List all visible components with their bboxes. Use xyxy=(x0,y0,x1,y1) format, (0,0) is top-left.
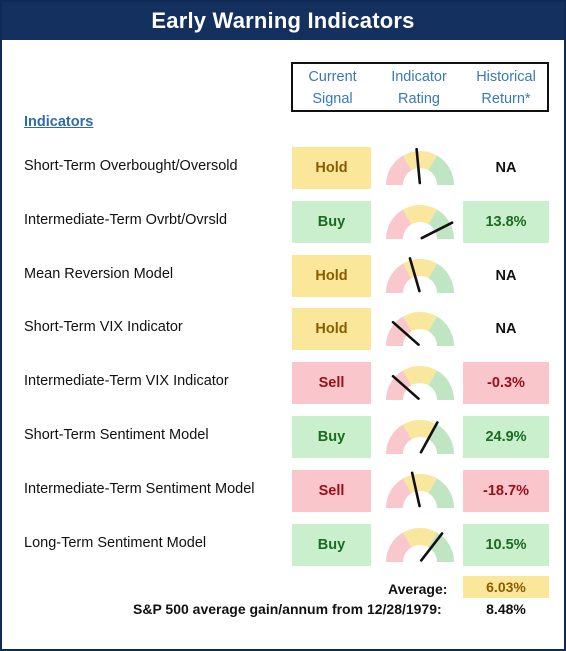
table-row: Short-Term Sentiment Model Buy 24.9% xyxy=(2,416,564,458)
indicator-name: Mean Reversion Model xyxy=(24,265,174,282)
gauge-needle xyxy=(391,375,420,401)
signal-badge: Hold xyxy=(292,254,371,297)
table-row: Short-Term Overbought/Oversold Hold NA xyxy=(2,147,564,189)
gauge-needle xyxy=(415,147,422,185)
table-row: Long-Term Sentiment Model Buy 10.5% xyxy=(2,523,564,566)
gauge-sell-zone xyxy=(386,478,412,508)
rating-gauge xyxy=(386,312,454,347)
rating-gauge xyxy=(386,527,454,562)
gauge-sell-zone xyxy=(386,424,412,454)
gauge-hold-zone xyxy=(403,366,437,386)
historical-return: 13.8% xyxy=(463,200,549,243)
gauge-buy-zone xyxy=(428,424,454,454)
historical-return: NA xyxy=(495,267,517,284)
signal-badge: Buy xyxy=(292,200,371,243)
historical-return: -18.7% xyxy=(463,469,549,512)
table-row: Short-Term VIX Indicator Hold NA xyxy=(2,308,564,351)
gauge-sell-zone xyxy=(386,532,412,562)
gauge-sell-zone xyxy=(386,370,412,401)
column-header-return: Historical Return* xyxy=(463,66,549,110)
column-header-rating: Indicator Rating xyxy=(378,66,460,110)
gauge-buy-zone xyxy=(428,532,454,562)
signal-badge: Hold xyxy=(292,308,371,351)
column-header-return-line2: Return* xyxy=(481,91,531,107)
signal-badge: Buy xyxy=(292,523,371,566)
sp500-label: S&P 500 average gain/annum from 12/28/19… xyxy=(133,601,442,617)
gauge-sell-zone xyxy=(386,209,412,239)
indicator-name: Long-Term Sentiment Model xyxy=(24,534,207,551)
signal-badge: Buy xyxy=(292,416,371,458)
gauge-needle xyxy=(420,221,454,240)
gauge-hold-zone xyxy=(403,420,437,440)
historical-return: NA xyxy=(495,160,517,176)
gauge-buy-zone xyxy=(428,155,454,185)
average-value: 6.03% xyxy=(463,576,549,598)
table-row: Intermediate-Term VIX Indicator Sell -0.3% xyxy=(2,362,564,405)
gauge-needle xyxy=(419,531,444,562)
section-label: Indicators xyxy=(24,114,94,130)
column-header-rating-line2: Rating xyxy=(398,91,440,107)
gauge-sell-zone xyxy=(386,316,412,347)
indicator-name: Intermediate-Term VIX Indicator xyxy=(24,373,229,390)
gauge-hold-zone xyxy=(403,473,437,494)
column-header-signal: Current Signal xyxy=(293,66,372,110)
table-row: Mean Reversion Model Hold NA xyxy=(2,254,564,297)
gauge-hold-zone xyxy=(403,312,437,332)
rating-gauge xyxy=(386,204,454,240)
sp500-value: 8.48% xyxy=(486,601,526,617)
gauge-hold-zone xyxy=(403,527,437,547)
signal-badge: Sell xyxy=(292,362,371,405)
page-title: Early Warning Indicators xyxy=(2,2,564,40)
average-label: Average: xyxy=(388,581,448,597)
gauge-needle xyxy=(408,256,421,292)
column-header-box xyxy=(291,62,549,112)
column-header-rating-line1: Indicator xyxy=(391,69,447,85)
gauge-hold-zone xyxy=(403,151,437,171)
historical-return: 24.9% xyxy=(463,416,549,458)
indicator-name: Intermediate-Term Sentiment Model xyxy=(24,480,255,497)
gauge-buy-zone xyxy=(428,478,454,508)
historical-return: NA xyxy=(495,321,517,338)
column-header-signal-line2: Signal xyxy=(312,91,353,107)
rating-gauge xyxy=(386,471,454,508)
gauge-hold-zone xyxy=(403,204,437,225)
indicator-name: Short-Term Sentiment Model xyxy=(24,427,209,443)
gauge-needle xyxy=(419,421,439,454)
signal-badge: Sell xyxy=(292,469,371,512)
indicator-name: Short-Term Overbought/Oversold xyxy=(24,158,238,174)
rating-gauge xyxy=(386,366,454,401)
rating-gauge xyxy=(386,256,454,293)
historical-return: 10.5% xyxy=(463,523,549,566)
gauge-needle xyxy=(410,471,421,508)
table-row: Intermediate-Term Ovrbt/Ovrsld Buy 13.8% xyxy=(2,200,564,243)
gauge-buy-zone xyxy=(428,209,454,239)
indicator-name: Intermediate-Term Ovrbt/Ovrsld xyxy=(24,211,228,228)
historical-return: -0.3% xyxy=(463,362,549,405)
rating-gauge xyxy=(386,147,454,185)
gauge-sell-zone xyxy=(386,263,412,293)
signal-badge: Hold xyxy=(292,147,371,189)
column-header-signal-line1: Current xyxy=(308,69,357,85)
table-row: Intermediate-Term Sentiment Model Sell -18… xyxy=(2,469,564,512)
rating-gauge xyxy=(386,420,454,454)
gauge-buy-zone xyxy=(428,263,454,293)
gauge-sell-zone xyxy=(386,155,412,185)
gauge-buy-zone xyxy=(428,316,454,347)
gauge-buy-zone xyxy=(428,370,454,401)
column-header-return-line1: Historical xyxy=(476,69,536,85)
gauge-needle xyxy=(391,321,420,347)
indicator-name: Short-Term VIX Indicator xyxy=(24,319,183,336)
